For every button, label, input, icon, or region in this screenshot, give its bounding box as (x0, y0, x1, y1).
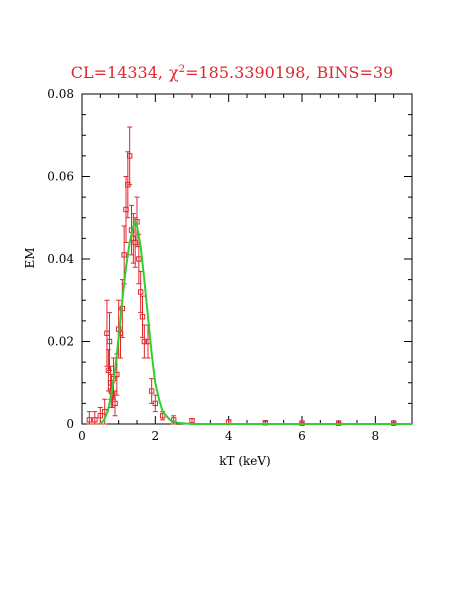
data-point (148, 388, 155, 394)
y-tick-label: 0.06 (47, 170, 74, 184)
data-point (86, 417, 93, 423)
x-tick-label: 8 (372, 429, 380, 443)
x-axis-label: kT (keV) (219, 454, 271, 468)
x-tick-label: 4 (225, 429, 233, 443)
y-tick-label: 0.02 (47, 335, 74, 349)
y-tick-label: 0 (66, 417, 74, 431)
title-bins: BINS=39 (316, 63, 393, 82)
x-tick-label: 6 (298, 429, 306, 443)
title-chi-symbol: χ (169, 63, 179, 82)
plot-frame (81, 93, 413, 425)
y-axis-label: EM (23, 247, 37, 268)
data-point (159, 413, 166, 419)
data-point (136, 256, 142, 262)
data-point (189, 418, 195, 424)
data-point (121, 252, 127, 258)
title-cl: CL=14334, (71, 63, 163, 82)
title-chi-superscript: 2 (179, 64, 185, 75)
chart-title: CL=14334, χ2=185.3390198, BINS=39 (71, 63, 394, 82)
data-point (97, 413, 104, 419)
fit-line (99, 219, 412, 425)
data-point (137, 289, 144, 295)
data-point (139, 314, 146, 320)
y-tick-label: 0.04 (47, 252, 74, 266)
x-tick-label: 0 (78, 429, 86, 443)
y-tick-label: 0.08 (47, 87, 74, 101)
data-point (141, 338, 148, 345)
data-point (152, 400, 159, 407)
x-tick-label: 2 (152, 429, 160, 443)
plot-area: 0 2 4 6 8 0 0.02 0.04 0.06 0.08 (47, 87, 413, 443)
data-point (112, 400, 118, 407)
data-point (126, 153, 133, 159)
data-point (106, 338, 113, 345)
title-chi-value: =185.3390198, (185, 63, 310, 82)
data-point (92, 417, 98, 423)
